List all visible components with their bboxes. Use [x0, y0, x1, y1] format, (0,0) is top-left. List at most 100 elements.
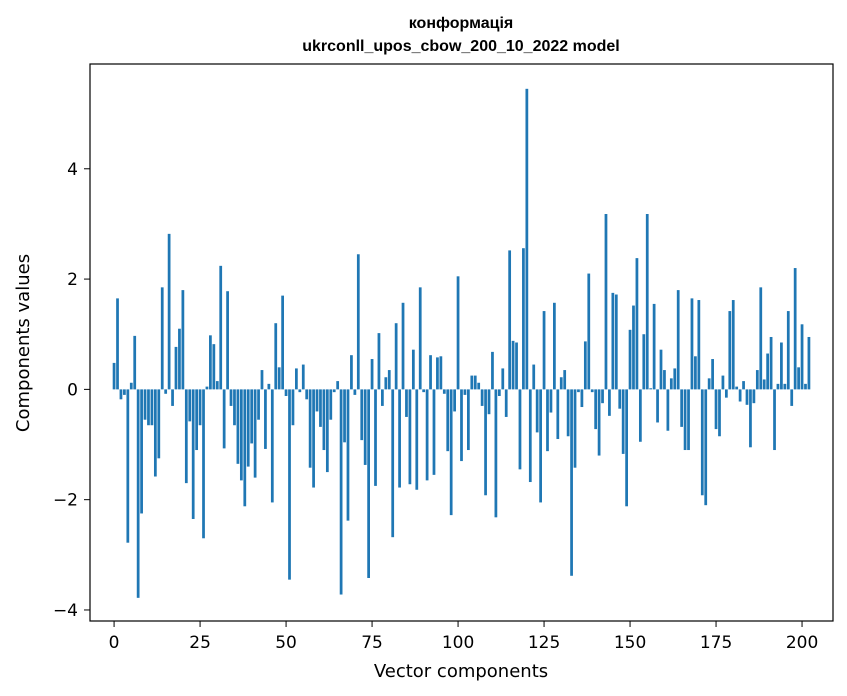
bar-48 [277, 367, 281, 390]
bar-series [112, 88, 811, 598]
bar-20 [181, 290, 185, 390]
bar-95 [439, 356, 443, 390]
bar-173 [707, 378, 711, 390]
bar-150 [628, 329, 632, 390]
bar-198 [793, 268, 797, 390]
bar-149 [625, 389, 628, 507]
bar-129 [556, 389, 560, 440]
bar-88 [415, 389, 419, 490]
bar-127 [549, 389, 553, 413]
bar-91 [425, 389, 429, 481]
bar-122 [532, 364, 536, 390]
bar-38 [243, 389, 247, 507]
bar-78 [381, 389, 384, 406]
bar-101 [460, 389, 463, 462]
bar-67 [343, 389, 346, 443]
bar-170 [697, 300, 701, 390]
bar-161 [666, 389, 670, 431]
bar-23 [191, 389, 195, 519]
bar-12 [153, 389, 157, 477]
bar-64 [332, 389, 336, 393]
bar-120 [525, 88, 529, 390]
bar-132 [566, 389, 570, 437]
bar-202 [807, 336, 811, 390]
bar-68 [346, 389, 350, 521]
bar-124 [539, 389, 542, 503]
bar-49 [281, 295, 284, 390]
bar-165 [680, 389, 684, 427]
bar-70 [353, 389, 357, 395]
bar-42 [257, 389, 260, 420]
bar-131 [563, 370, 567, 390]
bar-201 [804, 383, 807, 390]
x-axis-ticks: 0 25 50 75 100 125 150 175 200 [109, 621, 818, 653]
bar-144 [608, 389, 611, 416]
bar-26 [202, 389, 205, 539]
bar-27 [205, 386, 209, 390]
bar-160 [663, 370, 666, 390]
bar-87 [411, 349, 415, 390]
bar-105 [473, 375, 477, 390]
x-tick-label: 75 [361, 633, 383, 653]
bar-75 [370, 359, 374, 390]
bar-142 [601, 389, 604, 404]
y-tick-label: 4 [67, 160, 78, 180]
bar-89 [418, 287, 422, 390]
bar-58 [312, 389, 315, 488]
bar-147 [618, 389, 622, 409]
bar-164 [676, 290, 680, 390]
bar-31 [219, 265, 223, 390]
bar-7 [136, 389, 140, 598]
bar-59 [315, 389, 319, 412]
bar-194 [780, 342, 783, 390]
bar-22 [188, 389, 192, 422]
bar-169 [694, 356, 697, 390]
bar-118 [518, 389, 522, 470]
bar-183 [742, 381, 745, 390]
bar-40 [250, 389, 254, 444]
bar-113 [501, 368, 505, 390]
bar-99 [453, 389, 456, 412]
bar-191 [769, 336, 773, 390]
bar-9 [143, 389, 147, 420]
bar-50 [284, 389, 288, 396]
bar-171 [700, 389, 704, 496]
bar-60 [319, 389, 322, 427]
bar-65 [336, 381, 340, 390]
bar-115 [508, 250, 512, 390]
bar-110 [491, 351, 494, 390]
bar-123 [535, 389, 539, 433]
bar-92 [429, 355, 432, 390]
bar-152 [635, 258, 639, 390]
bar-145 [611, 292, 615, 390]
bar-62 [325, 389, 329, 473]
plot-frame [89, 63, 834, 622]
bar-98 [449, 389, 453, 516]
bar-52 [291, 389, 295, 426]
y-axis-label: Components values [13, 254, 34, 432]
bar-119 [522, 248, 525, 390]
bar-197 [790, 389, 794, 406]
bar-35 [233, 389, 236, 426]
bar-77 [377, 333, 381, 390]
x-tick-label: 200 [786, 633, 818, 653]
bar-28 [209, 335, 212, 390]
bar-190 [766, 353, 770, 390]
x-tick-label: 100 [442, 633, 474, 653]
bar-90 [422, 389, 426, 393]
bar-47 [274, 323, 278, 390]
bar-82 [394, 323, 398, 390]
bar-153 [638, 389, 642, 442]
bar-83 [398, 389, 401, 488]
bar-159 [659, 349, 663, 390]
bar-4 [126, 389, 130, 543]
bar-5 [129, 382, 133, 390]
bar-55 [301, 364, 305, 390]
bar-79 [384, 377, 388, 390]
bar-134 [573, 389, 577, 468]
bar-162 [669, 378, 673, 390]
bar-181 [735, 386, 739, 390]
bar-44 [264, 389, 267, 449]
bar-24 [195, 389, 199, 451]
bar-185 [749, 389, 752, 448]
